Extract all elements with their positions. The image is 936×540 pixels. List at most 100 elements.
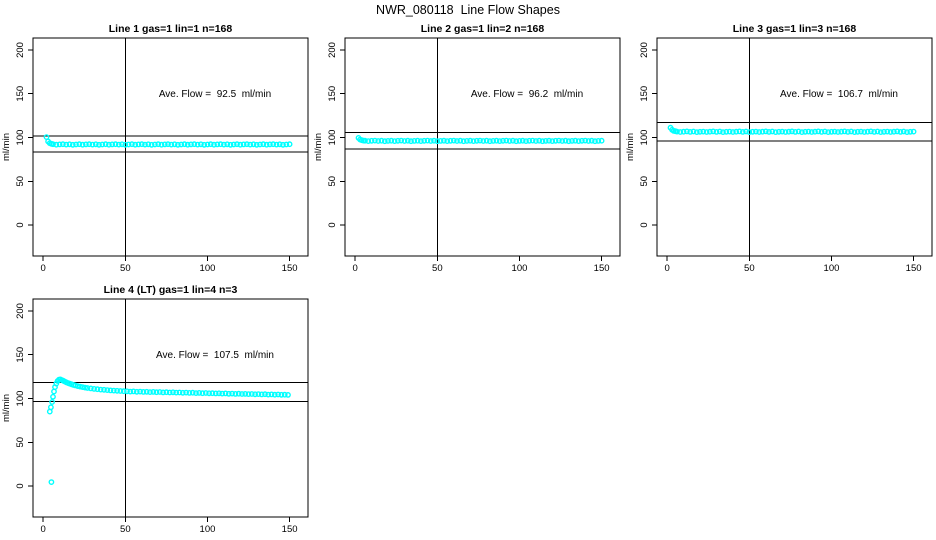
flow-point (94, 386, 101, 393)
flow-point (91, 386, 98, 392)
flow-point (117, 388, 124, 394)
flow-point (821, 128, 828, 135)
flow-point (684, 128, 690, 135)
y-tick-label: 100 (15, 130, 26, 146)
flow-point (286, 141, 293, 148)
flow-point (506, 138, 513, 144)
x-tick-label: 0 (665, 263, 670, 274)
flow-point (555, 137, 562, 144)
flow-point (716, 128, 723, 135)
flow-point (424, 137, 431, 144)
flow-point (202, 390, 209, 396)
flow-point (235, 390, 242, 397)
flow-point (700, 128, 707, 135)
flow-point (536, 137, 543, 144)
flow-point (867, 128, 874, 135)
flow-point (230, 141, 237, 148)
flow-point (900, 128, 907, 135)
flow-point (795, 128, 802, 135)
flow-point (122, 141, 129, 148)
plot-box (32, 37, 309, 257)
flow-point (83, 141, 89, 148)
flow-point (155, 141, 162, 148)
flow-point (110, 387, 117, 394)
flow-point (815, 128, 822, 135)
plot-svg-4: 0 50 100 150 0 50 100 150 200 ml/min (1, 298, 309, 535)
data-points (355, 135, 605, 145)
flow-point (756, 129, 763, 135)
flow-point (51, 388, 57, 395)
flow-point (805, 128, 812, 135)
flow-point (769, 128, 776, 135)
flow-point (723, 128, 730, 135)
flow-point (79, 141, 86, 148)
flow-point (133, 388, 140, 395)
flow-point (440, 137, 447, 144)
flow-point (523, 138, 529, 145)
figure-title: NWR_080118 Line Flow Shapes (376, 3, 560, 17)
flow-point (216, 390, 222, 397)
flow-point (907, 128, 914, 135)
flow-point (82, 384, 89, 391)
flow-point (229, 390, 236, 397)
axes: 0 50 100 150 0 50 100 150 200 ml/min (625, 37, 933, 274)
flow-point (224, 141, 231, 148)
flow-point (408, 138, 414, 145)
flow-point (542, 138, 549, 144)
flow-point (762, 128, 769, 135)
flow-point (119, 141, 125, 148)
flow-point (196, 390, 203, 396)
flow-point (181, 141, 188, 148)
x-tick-label: 0 (353, 263, 358, 274)
plot-box (32, 298, 309, 518)
flow-point (109, 141, 116, 148)
flow-point (372, 137, 378, 144)
subplot-line-2: 0 50 100 150 0 50 100 150 200 ml/min Line 2 gas=1… (312, 18, 624, 279)
flow-point (808, 129, 815, 135)
y-tick-label: 50 (15, 176, 26, 187)
x-tick-label: 100 (824, 263, 840, 274)
flow-point (575, 138, 582, 145)
y-tick-label: 150 (15, 86, 26, 102)
flow-point (434, 138, 441, 145)
flow-point (395, 137, 401, 144)
x-tick-label: 150 (906, 263, 922, 274)
plot-svg-1: 0 50 100 150 0 50 100 150 200 ml/min (1, 37, 309, 274)
flow-point (219, 390, 226, 397)
y-axis-label: ml/min (313, 133, 324, 161)
flow-point (730, 129, 736, 135)
ave-flow-annotation-line-2: Ave. Flow = 96.2 ml/min (470, 89, 584, 100)
flow-point (77, 383, 84, 390)
flow-point (132, 141, 139, 148)
flow-point (398, 137, 405, 144)
flow-point (270, 141, 277, 148)
flow-point (418, 138, 424, 145)
flow-point (598, 137, 605, 144)
ave-flow-annotation-line-1: Ave. Flow = 92.5 ml/min (158, 89, 272, 100)
y-tick-label: 150 (639, 86, 650, 102)
flow-point (562, 137, 569, 144)
flow-point (381, 138, 388, 145)
flow-point (248, 391, 255, 397)
flow-point (825, 129, 832, 136)
flow-point (232, 391, 239, 397)
flow-point (877, 129, 884, 136)
flow-point (746, 129, 753, 136)
flow-point (268, 391, 275, 398)
flow-point (178, 141, 185, 148)
flow-point (460, 138, 467, 145)
flow-point (278, 391, 285, 398)
flow-point (782, 129, 789, 135)
flow-point (375, 138, 382, 144)
flow-point (207, 141, 214, 148)
x-tick-label: 150 (594, 263, 610, 274)
flow-point (255, 391, 262, 398)
flow-point (759, 128, 766, 135)
flow-point (703, 129, 710, 135)
flow-point (890, 128, 897, 135)
flow-point (565, 138, 572, 145)
flow-point (135, 141, 142, 148)
flow-point (401, 138, 408, 144)
flow-point (848, 128, 855, 135)
x-tick-label: 150 (282, 263, 298, 274)
